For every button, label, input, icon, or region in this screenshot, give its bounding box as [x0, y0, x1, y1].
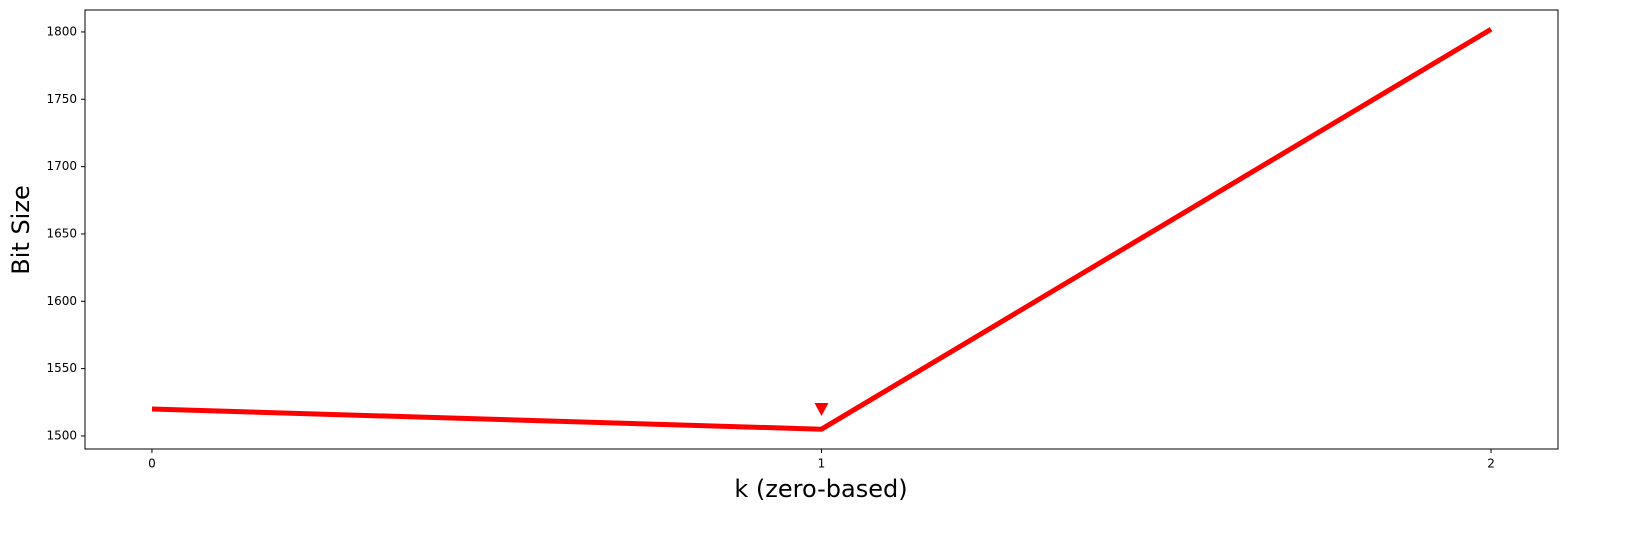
x-tick-label: 1 [818, 457, 826, 471]
y-tick-label: 1750 [46, 92, 77, 106]
y-tick-label: 1500 [46, 428, 77, 442]
y-tick-label: 1550 [46, 361, 77, 375]
y-tick-label: 1600 [46, 294, 77, 308]
y-axis-title: Bit Size [7, 185, 35, 274]
x-tick-label: 0 [148, 457, 156, 471]
y-tick-label: 1650 [46, 226, 77, 240]
y-tick-label: 1700 [46, 159, 77, 173]
x-axis-title: k (zero-based) [734, 475, 907, 503]
data-line [151, 27, 1493, 432]
y-tick-label: 1800 [46, 24, 77, 38]
plot-frame [84, 9, 1559, 450]
x-tick-label: 2 [1487, 457, 1495, 471]
min-marker [814, 403, 829, 417]
